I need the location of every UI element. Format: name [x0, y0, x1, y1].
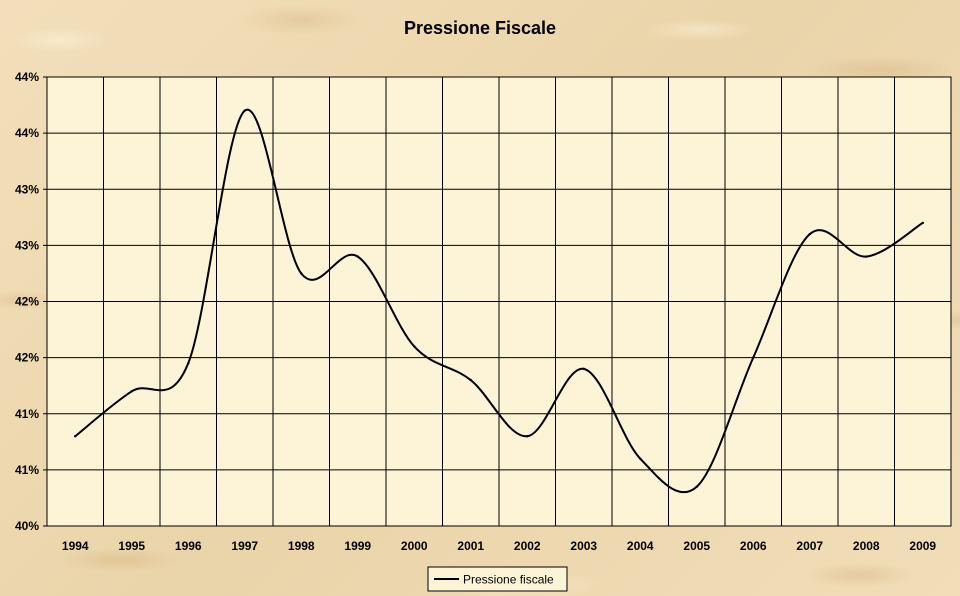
x-tick-label: 2000: [401, 539, 428, 553]
x-tick-label: 2005: [683, 539, 710, 553]
data-point: [243, 109, 246, 112]
data-point: [808, 232, 811, 236]
x-tick-label: 1994: [62, 539, 89, 553]
x-tick-label: 2003: [570, 539, 597, 553]
x-tick-label: 1996: [175, 539, 202, 553]
series-line: [74, 108, 924, 494]
y-tick-label: 44%: [15, 126, 39, 140]
x-tick-label: 2006: [740, 539, 767, 553]
data-point: [752, 356, 755, 359]
data-point: [582, 367, 585, 371]
x-tick-label: 1999: [344, 539, 371, 553]
data-point: [356, 255, 359, 258]
grid: [47, 77, 951, 526]
data-point: [130, 390, 133, 393]
data-point: [300, 272, 303, 275]
data-point: [639, 457, 642, 460]
y-tick-label: 41%: [15, 463, 39, 477]
x-tick-label: 2009: [909, 539, 936, 553]
legend: Pressione fiscale: [427, 566, 568, 592]
data-point: [469, 378, 472, 382]
y-tick-label: 41%: [15, 407, 39, 421]
x-tick-label: 2008: [853, 539, 880, 553]
data-point: [921, 221, 924, 225]
data-point: [526, 435, 529, 438]
y-tick-label: 42%: [15, 351, 39, 365]
x-tick-label: 2004: [627, 539, 654, 553]
x-tick-label: 1998: [288, 539, 315, 553]
y-tick-label: 43%: [15, 182, 39, 196]
series-group: [74, 108, 924, 494]
data-point: [74, 435, 77, 438]
y-axis-labels: 40% 41% 41% 42% 42% 43% 43% 44% 44%: [15, 70, 47, 533]
x-tick-label: 2002: [514, 539, 541, 553]
data-point: [695, 485, 698, 488]
x-axis-labels: 1994 1995 1996 1997 1998 1999 2000 2001 2002 2003…: [62, 539, 937, 553]
data-point: [865, 255, 868, 258]
data-point: [413, 345, 416, 348]
y-tick-label: 44%: [15, 70, 39, 84]
x-tick-label: 1995: [118, 539, 145, 553]
y-tick-label: 42%: [15, 295, 39, 309]
y-tick-label: 40%: [15, 519, 39, 533]
legend-label: Pressione fiscale: [463, 573, 554, 587]
x-tick-label: 1997: [231, 539, 258, 553]
x-tick-label: 2007: [796, 539, 823, 553]
x-tick-label: 2001: [457, 539, 484, 553]
chart-title: Pressione Fiscale: [404, 18, 556, 38]
data-point: [187, 362, 190, 365]
y-tick-label: 43%: [15, 238, 39, 252]
